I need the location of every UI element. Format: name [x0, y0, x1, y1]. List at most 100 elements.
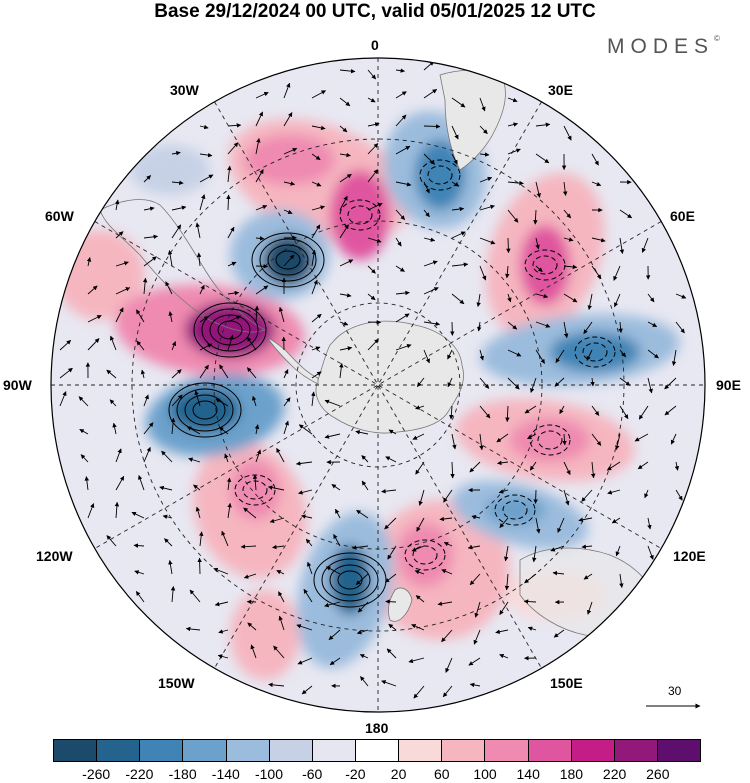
wind-vector — [441, 629, 453, 643]
wind-vector — [479, 97, 486, 112]
wind-vector — [199, 343, 213, 351]
wind-vector — [199, 316, 209, 323]
wind-vector — [189, 589, 201, 603]
wind-vector — [311, 371, 322, 379]
wind-vector — [449, 405, 454, 420]
wind-vector — [112, 422, 117, 435]
wind-vector — [246, 336, 257, 351]
wind-vector — [171, 341, 177, 351]
wind-vector — [310, 391, 316, 407]
wind-vector — [530, 377, 537, 393]
wind-vector — [269, 517, 285, 524]
wind-vector — [295, 461, 313, 466]
wind-vector — [479, 265, 487, 281]
wind-vector — [395, 145, 411, 155]
wind-vector — [324, 433, 341, 439]
wind-vector — [554, 377, 565, 387]
wind-vector — [339, 97, 351, 107]
wind-vector — [283, 369, 289, 379]
wind-vector — [168, 311, 173, 323]
wind-vector — [296, 624, 313, 631]
wind-vector — [647, 293, 655, 303]
antarctica-land — [315, 320, 464, 434]
contour-line — [412, 545, 438, 565]
wind-vector — [591, 153, 599, 166]
wind-vector — [563, 293, 578, 303]
wind-vector — [675, 489, 683, 501]
wind-vector — [333, 534, 341, 547]
wind-vector — [395, 114, 407, 127]
colorbar-tick-label: 60 — [434, 766, 450, 782]
modes-logo-text: MODES — [607, 35, 715, 58]
wind-vector — [591, 265, 602, 280]
wind-vector — [443, 541, 453, 547]
wind-vector — [416, 377, 425, 387]
contour-line — [321, 558, 379, 602]
wind-vector — [476, 321, 482, 332]
wind-vector — [451, 181, 460, 187]
wind-vector — [479, 204, 495, 211]
wind-vector — [496, 433, 509, 443]
wind-vector — [507, 122, 519, 127]
wind-vector — [591, 405, 600, 416]
geopotential-contours — [168, 159, 616, 608]
wind-vector — [268, 682, 285, 688]
wind-vector — [423, 260, 438, 267]
wind-vector — [171, 205, 187, 211]
wind-vector — [199, 174, 214, 183]
wind-vector — [529, 461, 537, 471]
colorbar-tick-label: -100 — [254, 766, 284, 782]
south-america-land — [99, 199, 267, 333]
wind-vector — [675, 293, 687, 299]
wind-vector — [586, 349, 593, 361]
wind-vector — [619, 573, 624, 588]
lon-label-120w: 120W — [36, 548, 73, 564]
wind-vector — [115, 231, 124, 239]
contour-line — [339, 199, 381, 231]
wind-vector — [267, 485, 285, 491]
colorbar-segment — [96, 740, 140, 761]
wind-vector — [59, 339, 72, 351]
lon-label-60e: 60E — [670, 208, 695, 224]
wind-vector — [533, 209, 538, 225]
wind-vector — [638, 405, 649, 420]
wind-vector — [255, 111, 264, 127]
wind-vector — [671, 349, 677, 366]
wind-vector — [217, 654, 229, 659]
wind-vector — [360, 676, 369, 687]
lon-label-60w: 60W — [45, 208, 74, 224]
wind-vector — [506, 237, 511, 254]
wind-vector — [503, 545, 509, 562]
wind-vector — [447, 377, 453, 388]
wind-vector — [339, 259, 354, 267]
contour-line — [267, 244, 309, 276]
map-border — [50, 57, 706, 713]
wind-vector — [311, 181, 322, 187]
wind-vector — [355, 430, 369, 435]
wind-vector — [451, 293, 465, 305]
wind-vector — [283, 254, 295, 267]
wind-vector — [193, 484, 201, 491]
wind-vector — [504, 573, 510, 591]
wind-vector — [272, 544, 285, 550]
wind-vector — [647, 321, 658, 328]
wind-vector — [215, 398, 229, 407]
polar-map — [50, 57, 706, 713]
wind-vector — [198, 531, 204, 547]
wind-vector — [115, 475, 125, 491]
wind-vector — [467, 545, 481, 550]
wind-vector — [186, 426, 201, 435]
wind-vector — [255, 285, 269, 295]
wind-vector — [583, 321, 593, 335]
wind-vector — [591, 433, 602, 446]
wind-vector — [423, 209, 430, 218]
wind-vector — [471, 514, 481, 520]
wind-vector — [135, 591, 145, 603]
wind-vector — [273, 645, 285, 659]
wind-vector — [479, 237, 496, 245]
wind-vector — [143, 234, 159, 240]
wind-vector — [199, 284, 205, 295]
wind-vector — [311, 205, 326, 211]
wind-vector — [165, 281, 173, 295]
wind-vector — [227, 261, 237, 267]
